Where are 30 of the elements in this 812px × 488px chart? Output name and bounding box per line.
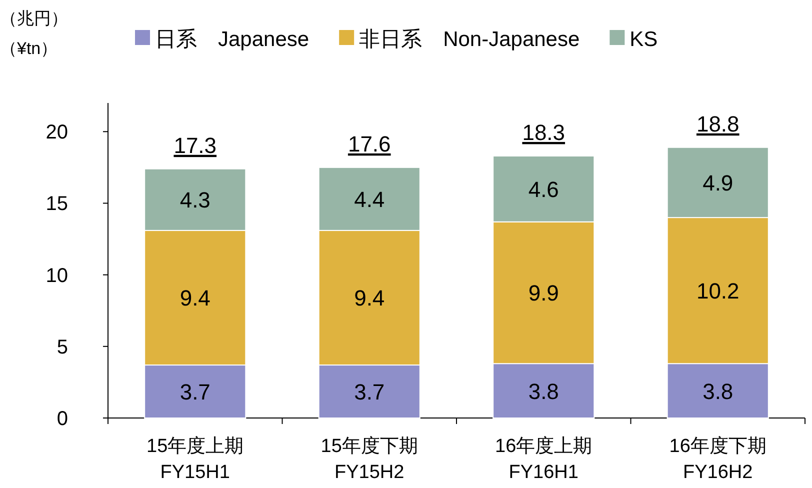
text: （¥tn）	[0, 39, 58, 58]
x-tick-label: 15年度下期 FY15H2	[320, 435, 418, 483]
x-tick-label: 16年度下期 FY16H2	[669, 435, 766, 483]
total-label: 18.8	[696, 111, 740, 136]
data-label: 4.9	[702, 170, 734, 196]
total-label: 17.6	[348, 131, 391, 156]
data-label: 3.8	[702, 378, 734, 404]
legend-label: 非日系 Non-Japanese	[359, 28, 580, 51]
data-label: 3.7	[354, 380, 385, 405]
y-tick-label: 20	[46, 122, 68, 144]
data-label: 4.3	[180, 188, 210, 213]
y-tick-label: 10	[46, 264, 68, 287]
y-tick-label: 0	[56, 408, 68, 430]
data-label: 3.8	[528, 378, 559, 404]
data-label: 4.4	[354, 186, 385, 212]
total-label: 18.3	[522, 120, 566, 145]
data-label: 10.2	[696, 278, 740, 304]
data-label: 9.4	[180, 286, 210, 311]
y-tick-label: 15	[46, 193, 68, 216]
y-tick-label: 5	[56, 336, 68, 358]
legend-label: KS	[630, 28, 658, 51]
x-tick-label: 15年度上期 FY15H1	[146, 435, 244, 483]
data-label: 9.9	[528, 280, 559, 306]
data-label: 4.6	[528, 176, 559, 202]
x-tick-label: 16年度上期 FY16H1	[495, 435, 592, 483]
data-label: 3.7	[180, 380, 210, 405]
total-label: 17.3	[174, 132, 217, 158]
legend-label: 日系 Japanese	[155, 28, 310, 51]
data-label: 9.4	[354, 286, 385, 311]
y-axis-title: （兆円）	[0, 9, 68, 28]
